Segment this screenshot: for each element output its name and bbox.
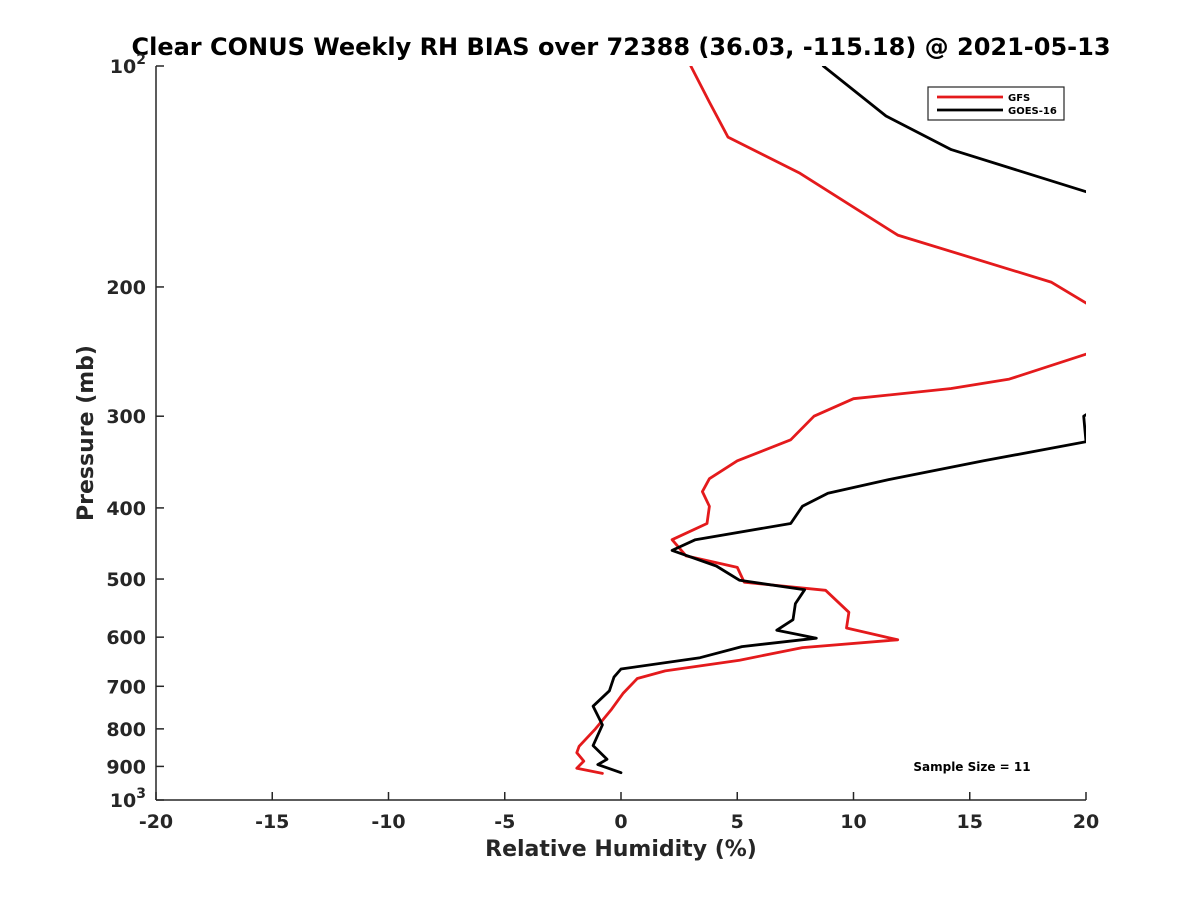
y-tick-label: 700 — [106, 676, 146, 698]
y-tick-base: 800 — [106, 719, 146, 741]
x-tick-label: -15 — [255, 811, 289, 833]
y-tick-base: 600 — [106, 627, 146, 649]
y-tick-label: 900 — [106, 756, 146, 778]
y-tick-label: 200 — [106, 277, 146, 299]
x-tick-label: -10 — [371, 811, 405, 833]
y-tick-label: 400 — [106, 498, 146, 520]
legend-box — [927, 86, 1065, 121]
y-tick-label: 800 — [106, 719, 146, 741]
y-tick-label: 500 — [106, 569, 146, 591]
x-axis-title: Relative Humidity (%) — [485, 837, 757, 862]
series-line-gfs — [575, 66, 1086, 775]
x-tick-label: 20 — [1073, 811, 1099, 833]
y-tick-exponent: 3 — [136, 786, 146, 802]
y-tick-base: 10 — [110, 56, 136, 78]
x-tick-label: 5 — [731, 811, 744, 833]
y-tick-base: 900 — [106, 756, 146, 778]
x-tick-label: 0 — [614, 811, 627, 833]
x-axis-ticks: -20 -15 -10 -5 0 5 10 15 20 — [139, 792, 1099, 833]
y-tick-label: 102 — [110, 52, 146, 78]
x-tick-label: -5 — [494, 811, 515, 833]
y-tick-base: 200 — [106, 277, 146, 299]
legend-label: GOES-16 — [1008, 106, 1057, 117]
y-tick-base: 400 — [106, 498, 146, 520]
y-tick-exponent: 2 — [136, 52, 146, 68]
y-tick-label: 103 — [110, 786, 146, 812]
y-tick-base: 700 — [106, 676, 146, 698]
series-line-goes-16 — [591, 66, 1086, 775]
y-tick-base: 300 — [106, 406, 146, 428]
y-tick-label: 600 — [106, 627, 146, 649]
x-tick-label: 10 — [840, 811, 866, 833]
y-axis-title: Pressure (mb) — [74, 345, 99, 521]
sample-size-annotation: Sample Size = 11 — [913, 760, 1030, 774]
y-tick-base: 10 — [110, 790, 136, 812]
y-tick-label: 300 — [106, 406, 146, 428]
y-tick-base: 500 — [106, 569, 146, 591]
series-layer — [575, 66, 1086, 775]
x-tick-label: -20 — [139, 811, 173, 833]
legend-label: GFS — [1008, 93, 1030, 104]
x-tick-label: 15 — [957, 811, 983, 833]
chart-title: Clear CONUS Weekly RH BIAS over 72388 (3… — [131, 33, 1110, 61]
legend: GFS GOES-16 — [927, 86, 1065, 121]
